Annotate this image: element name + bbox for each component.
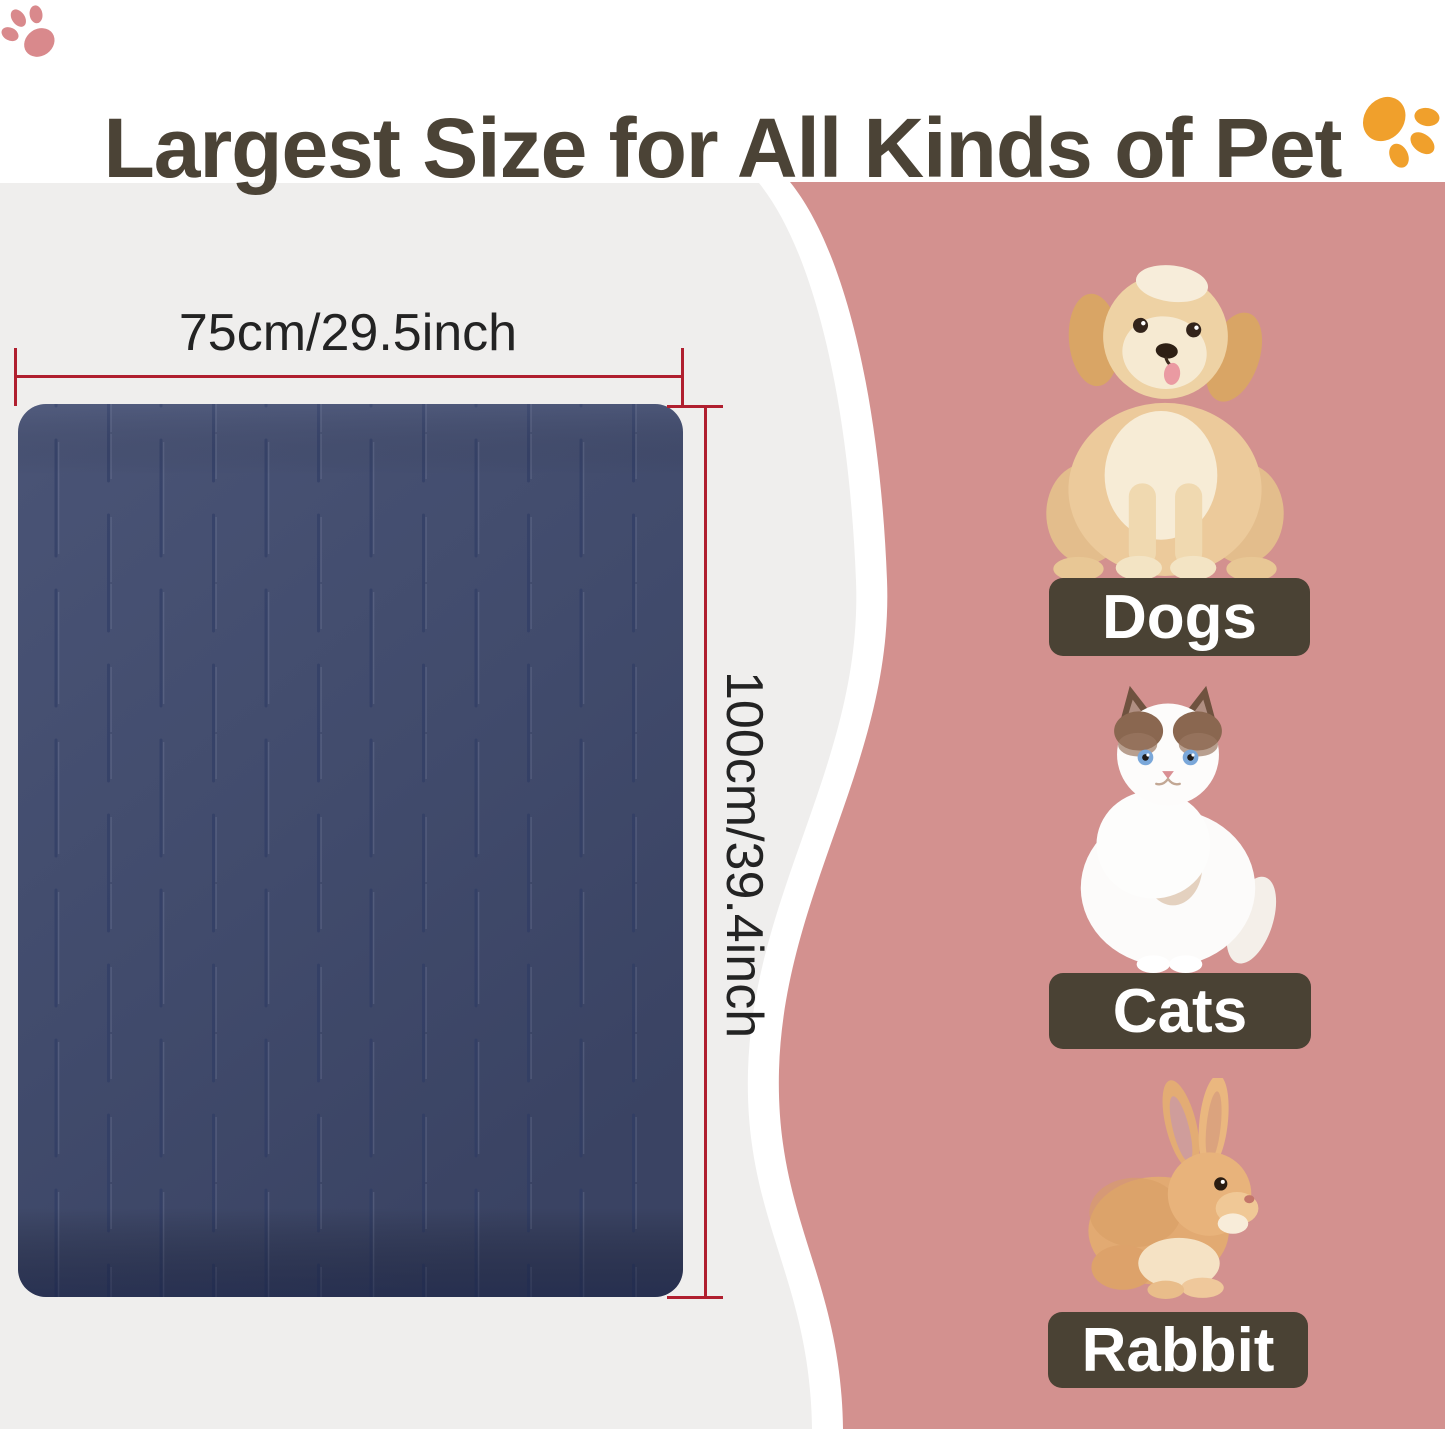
height-dimension-tick-bottom <box>667 1296 723 1299</box>
dog-image <box>1046 265 1284 581</box>
cat-image <box>1080 685 1277 974</box>
width-dimension-tick-right <box>681 348 684 406</box>
width-dimension-line <box>15 375 683 378</box>
width-dimension-tick-left <box>14 348 17 406</box>
height-dimension-line <box>704 406 707 1298</box>
rabbit-image <box>1088 1078 1259 1299</box>
cats-label-text: Cats <box>1112 976 1248 1046</box>
pink-paw-print-icon <box>1 5 55 57</box>
cats-label-badge: Cats <box>1049 973 1311 1049</box>
dogs-label-badge: Dogs <box>1049 578 1310 656</box>
height-dimension-tick-top <box>667 405 723 408</box>
rabbit-label-badge: Rabbit <box>1048 1312 1308 1388</box>
pet-mat-image <box>18 404 683 1297</box>
width-dimension-label: 75cm/29.5inch <box>178 304 518 362</box>
orange-paw-print-icon <box>1362 96 1440 168</box>
dogs-label-text: Dogs <box>1102 582 1257 652</box>
page-title: Largest Size for All Kinds of Pet <box>103 101 1342 196</box>
height-dimension-label: 100cm/39.4inch <box>715 671 773 1039</box>
rabbit-label-text: Rabbit <box>1081 1315 1275 1385</box>
